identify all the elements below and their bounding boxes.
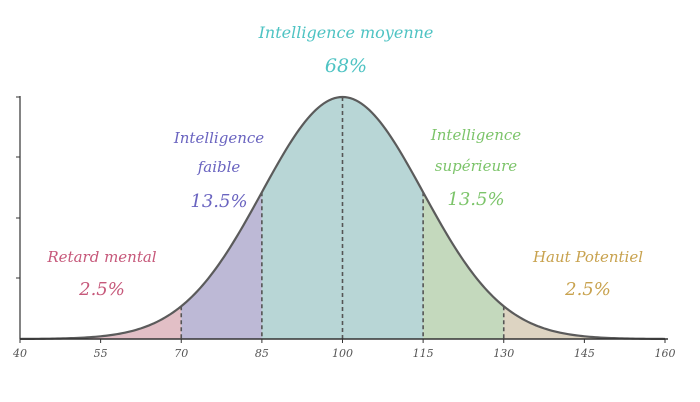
band-percent-0: 2.5% — [78, 279, 125, 300]
x-tick-label-8: 160 — [655, 347, 676, 360]
band-label-1-line-1: faible — [197, 158, 241, 176]
x-axis-ticks: 40 55 70 85 100 115 130 145 160 — [12, 339, 676, 360]
x-tick-label-1: 55 — [94, 347, 108, 360]
band-label-2: Intelligence moyenne — [258, 23, 434, 42]
band-area-4 — [503, 97, 665, 339]
band-percent-1: 13.5% — [190, 191, 247, 212]
band-label-4: Haut Potentiel — [532, 248, 643, 266]
band-percent-2: 68% — [325, 55, 367, 77]
x-tick-label-6: 130 — [493, 347, 514, 360]
band-percent-3: 13.5% — [447, 189, 504, 210]
divider-lines — [180, 97, 505, 339]
x-tick-label-3: 85 — [255, 347, 269, 360]
bell-curve-line — [19, 95, 666, 341]
band-labels: Retard mental 2.5% Intelligence faible 13.5%… — [46, 23, 643, 300]
band-label-0: Retard mental — [46, 248, 156, 266]
band-label-3-line-0: Intelligence — [430, 126, 521, 144]
band-label-3-line-1: supérieure — [435, 157, 518, 175]
band-percent-4: 2.5% — [564, 279, 611, 300]
x-tick-label-4: 100 — [332, 347, 353, 360]
band-area-0 — [20, 97, 182, 339]
x-tick-label-0: 40 — [12, 347, 27, 360]
x-tick-label-5: 115 — [413, 347, 434, 360]
y-axis-ticks — [16, 96, 20, 279]
x-tick-label-7: 145 — [574, 347, 595, 360]
x-tick-label-2: 70 — [174, 347, 188, 360]
band-label-1-line-0: Intelligence — [173, 129, 264, 147]
